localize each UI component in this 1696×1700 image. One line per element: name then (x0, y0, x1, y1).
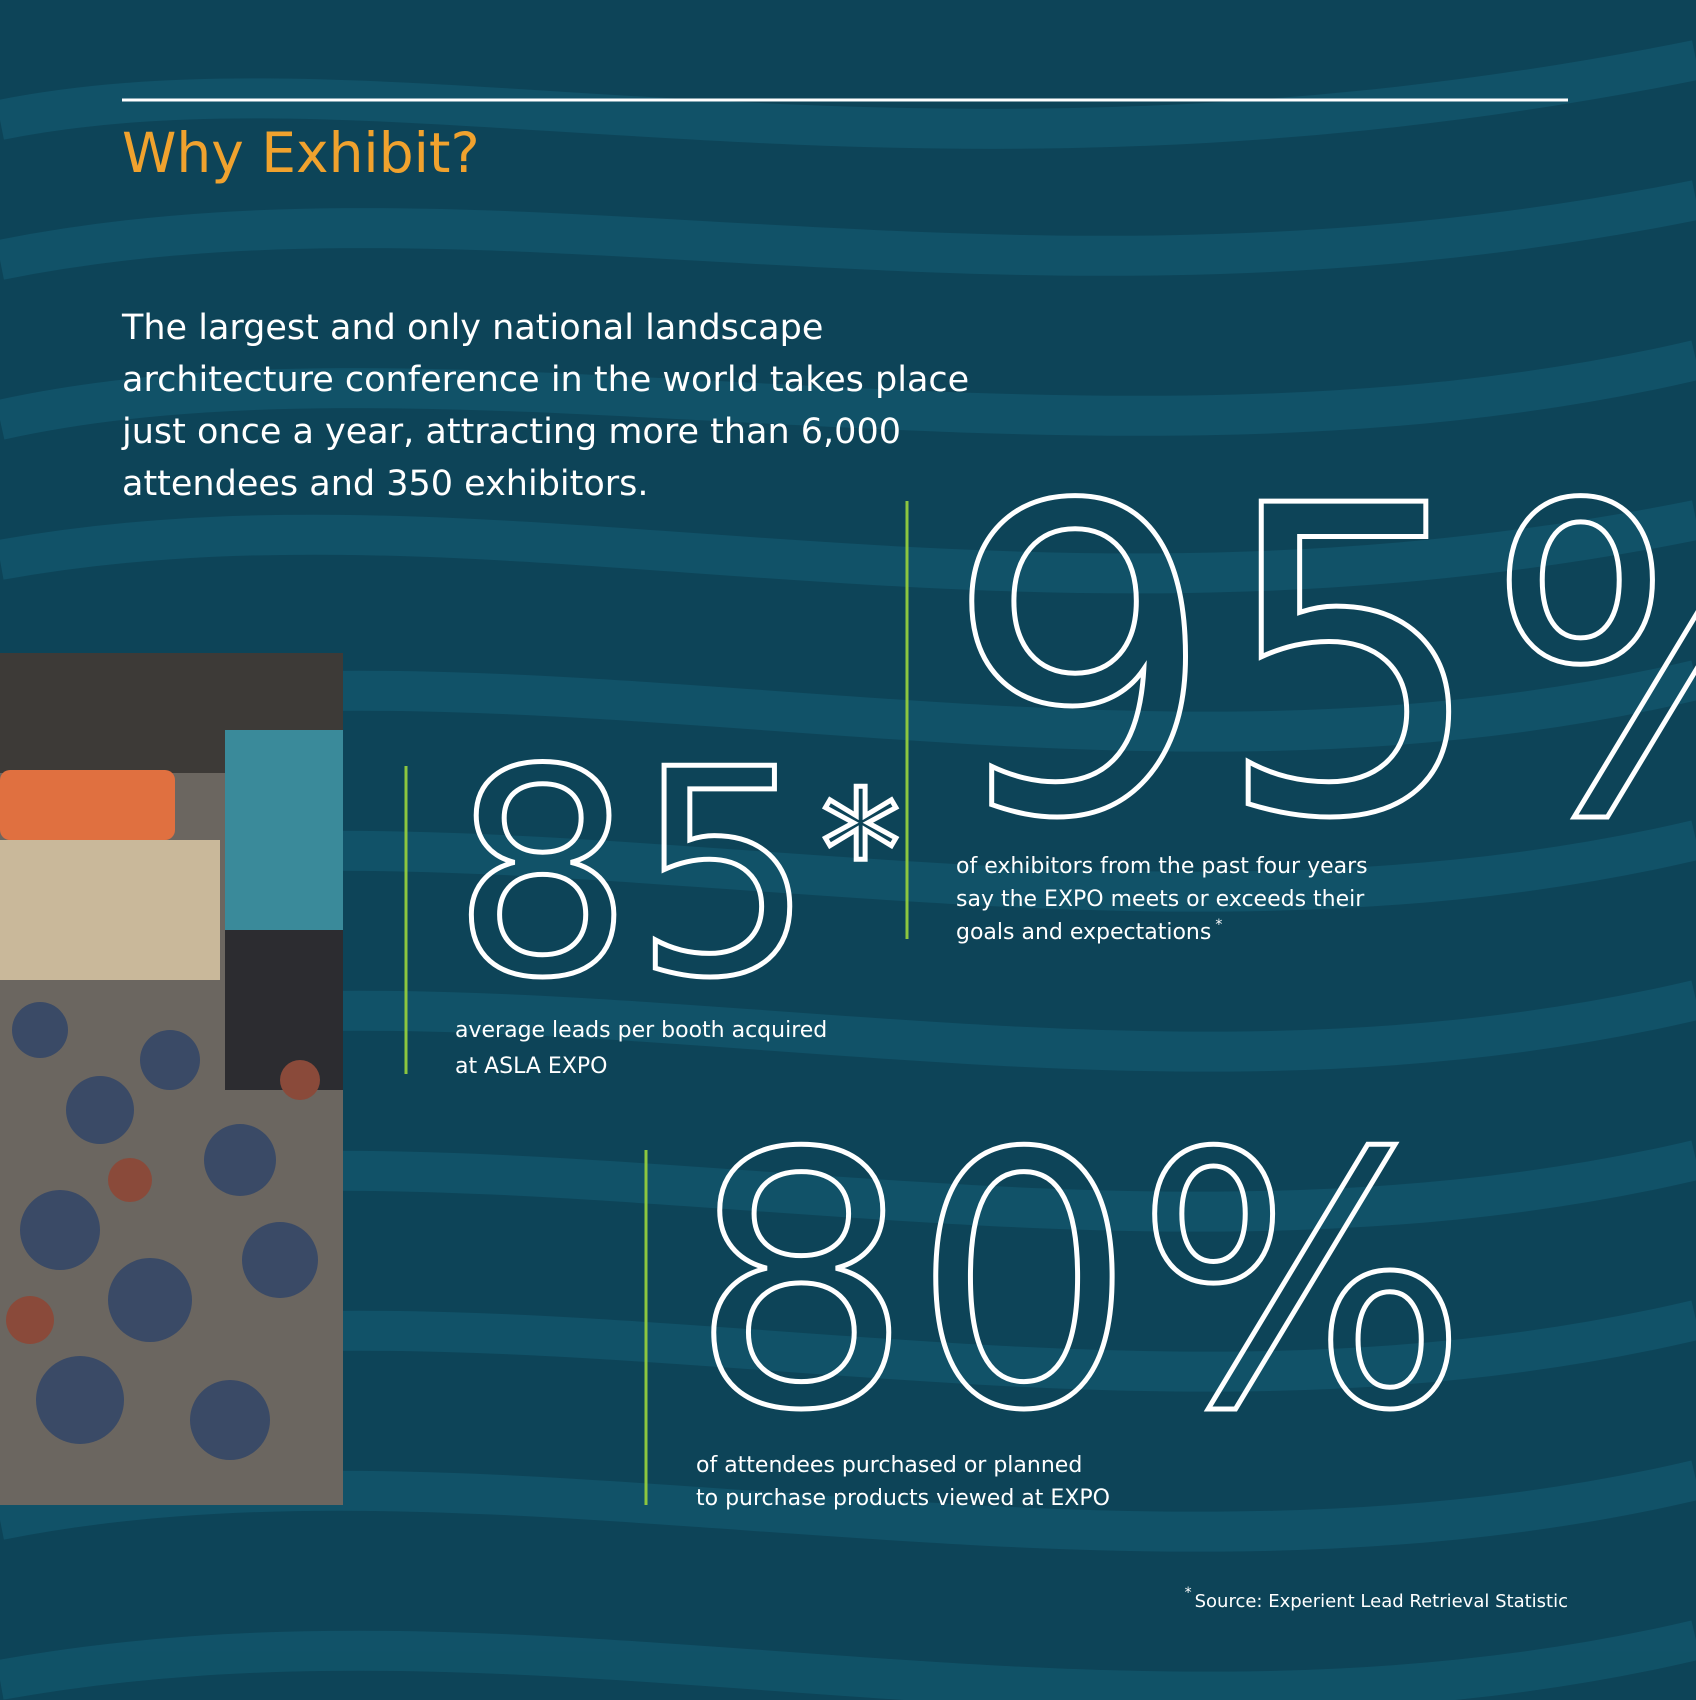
title: Why Exhibit? (122, 121, 480, 185)
footnote-text: Source: Experient Lead Retrieval Statist… (1195, 1591, 1568, 1612)
intro: The largest and only national landscape … (121, 308, 969, 504)
stat-number: 95% (945, 418, 1696, 912)
stat-marker: * (821, 756, 901, 943)
desc-line: of attendees purchased or planned (696, 1453, 1082, 1478)
stat-description: of exhibitors from the past four years s… (956, 854, 1368, 945)
photo (0, 653, 343, 1505)
stat-description: average leads per booth acquired at ASLA… (455, 1018, 827, 1079)
intro-line: just once a year, attracting more than 6… (121, 412, 901, 452)
stat-description: of attendees purchased or planned to pur… (696, 1453, 1110, 1511)
footnote-marker: * (1185, 1585, 1192, 1601)
desc-line: say the EXPO meets or exceeds their (956, 887, 1365, 912)
stat-number: 80% (690, 1079, 1468, 1487)
intro-line: The largest and only national landscape (121, 308, 823, 348)
desc-line: to purchase products viewed at EXPO (696, 1486, 1110, 1511)
intro-line: architecture conference in the world tak… (122, 360, 969, 400)
desc-line: of exhibitors from the past four years (956, 854, 1368, 879)
intro-line: attendees and 350 exhibitors. (122, 464, 649, 504)
desc-line: average leads per booth acquired (455, 1018, 827, 1043)
stat-number: 85 (452, 709, 815, 1041)
desc-line: goals and expectations (956, 920, 1211, 945)
desc-line: at ASLA EXPO (455, 1054, 607, 1079)
note-marker: * (1215, 917, 1222, 933)
footnote: Source: Experient Lead Retrieval Statist… (1185, 1585, 1568, 1612)
